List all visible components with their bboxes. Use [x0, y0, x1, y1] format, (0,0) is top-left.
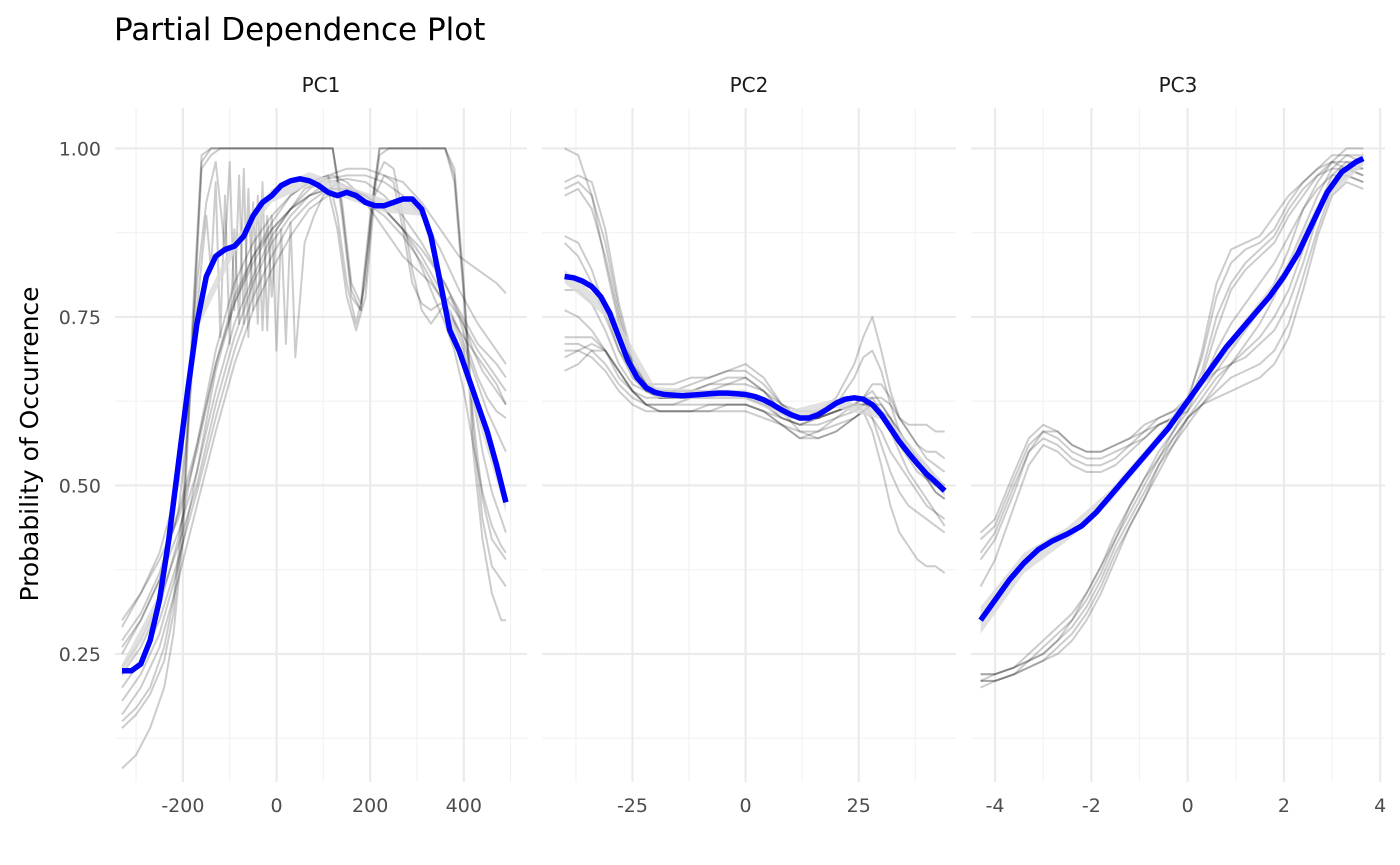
y-tick-label: 0.25 [59, 644, 101, 666]
ice-curve [563, 242, 945, 487]
x-tick-label: 4 [1374, 795, 1386, 817]
y-tick-label: 0.50 [59, 475, 101, 497]
x-tick-label: -25 [617, 795, 648, 817]
ice-curve [980, 181, 1364, 682]
facet-strip-label: PC2 [730, 73, 769, 97]
ice-curve [564, 187, 946, 534]
ice-curve [979, 160, 1364, 534]
ice-curve [980, 174, 1364, 676]
ice-curve [121, 177, 507, 668]
ice-curve [121, 147, 506, 770]
facet-panels: PC1 -200 0 200 400 PC2 -25 0 25 PC3 -4 -2 0 2 4 0.25 0.5… [59, 73, 1387, 817]
ice-curve [121, 147, 507, 729]
ice-curve [980, 147, 1364, 676]
ice-curve [980, 154, 1364, 682]
pdp-confidence-band [122, 172, 506, 678]
y-tick-label: 0.75 [59, 307, 101, 329]
ice-curve [564, 147, 946, 574]
ice-curve [564, 342, 946, 520]
ice-curve [564, 235, 946, 494]
ice-curve [121, 167, 507, 655]
x-tick-label: 25 [847, 795, 871, 817]
x-tick-label: 400 [446, 795, 482, 817]
facet-panel-pc1: PC1 -200 0 200 400 [115, 73, 527, 817]
x-tick-label: 0 [270, 795, 282, 817]
ice-curve [121, 147, 507, 723]
x-tick-label: -2 [1082, 795, 1101, 817]
ice-curve [979, 154, 1364, 541]
y-tick-label: 1.00 [59, 138, 101, 160]
ice-curve [980, 167, 1364, 682]
ice-curve [980, 160, 1364, 689]
pdp-curve [978, 156, 1365, 622]
x-tick-label: 0 [1182, 795, 1194, 817]
ice-curve [121, 174, 507, 702]
ice-curve [564, 349, 946, 527]
facet-strip-label: PC3 [1159, 73, 1198, 97]
x-tick-label: 200 [352, 795, 388, 817]
x-tick-label: -4 [986, 795, 1005, 817]
x-tick-label: -200 [161, 795, 204, 817]
facet-panel-pc3: PC3 -4 -2 0 2 4 [971, 73, 1386, 817]
ice-curve [121, 160, 507, 675]
y-axis-label: Probability of Occurrence [15, 286, 44, 601]
ice-curve [121, 187, 507, 689]
x-tick-label: 2 [1278, 795, 1290, 817]
x-tick-label: 0 [740, 795, 752, 817]
pdp-curve [122, 176, 509, 674]
facet-panel-pc2: PC2 -25 0 25 [542, 73, 956, 817]
pdp-curve [564, 273, 947, 493]
chart-title: Partial Dependence Plot [114, 12, 485, 48]
facet-strip-label: PC1 [302, 73, 341, 97]
ice-curve [979, 174, 1364, 554]
ice-curve [564, 342, 946, 473]
